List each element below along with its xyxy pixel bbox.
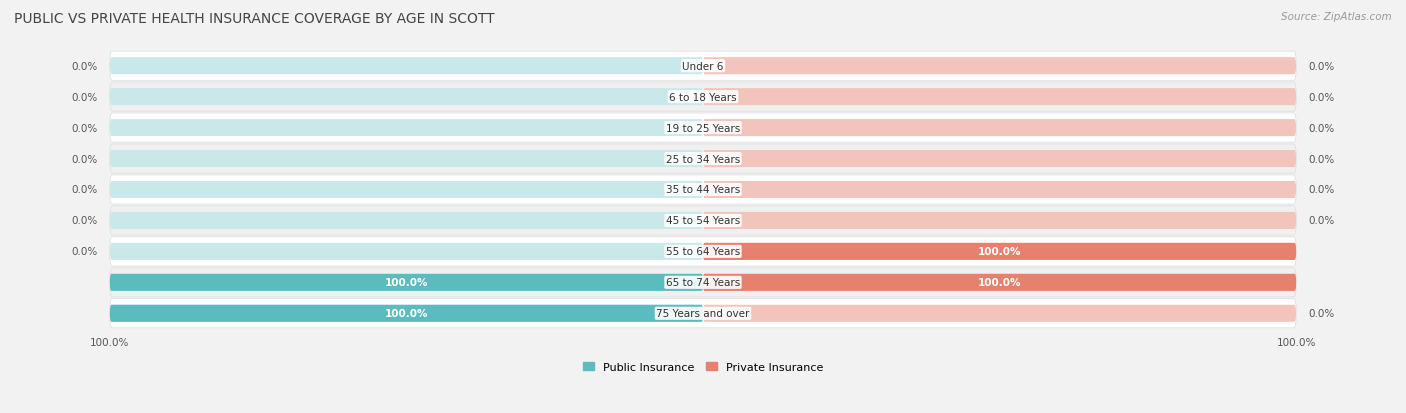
- FancyBboxPatch shape: [110, 89, 703, 106]
- FancyBboxPatch shape: [703, 274, 1296, 291]
- FancyBboxPatch shape: [110, 83, 1296, 112]
- Text: 0.0%: 0.0%: [1308, 93, 1334, 102]
- FancyBboxPatch shape: [703, 305, 1296, 322]
- FancyBboxPatch shape: [110, 114, 1296, 143]
- FancyBboxPatch shape: [703, 243, 1296, 260]
- Text: Under 6: Under 6: [682, 62, 724, 71]
- Text: 0.0%: 0.0%: [72, 123, 98, 133]
- FancyBboxPatch shape: [703, 274, 1296, 291]
- FancyBboxPatch shape: [110, 206, 1296, 235]
- Text: 100.0%: 100.0%: [977, 278, 1021, 287]
- FancyBboxPatch shape: [110, 212, 703, 229]
- Text: 0.0%: 0.0%: [72, 93, 98, 102]
- Text: 75 Years and over: 75 Years and over: [657, 309, 749, 318]
- Text: 0.0%: 0.0%: [1308, 309, 1334, 318]
- FancyBboxPatch shape: [703, 182, 1296, 199]
- FancyBboxPatch shape: [703, 89, 1296, 106]
- Text: 25 to 34 Years: 25 to 34 Years: [666, 154, 740, 164]
- Text: 55 to 64 Years: 55 to 64 Years: [666, 247, 740, 257]
- Text: 0.0%: 0.0%: [72, 247, 98, 257]
- FancyBboxPatch shape: [110, 182, 703, 199]
- Text: 0.0%: 0.0%: [1308, 216, 1334, 226]
- FancyBboxPatch shape: [110, 58, 703, 75]
- FancyBboxPatch shape: [110, 274, 703, 291]
- FancyBboxPatch shape: [703, 243, 1296, 260]
- Text: 0.0%: 0.0%: [72, 185, 98, 195]
- Text: 45 to 54 Years: 45 to 54 Years: [666, 216, 740, 226]
- FancyBboxPatch shape: [703, 120, 1296, 137]
- FancyBboxPatch shape: [110, 305, 703, 322]
- Text: 100.0%: 100.0%: [385, 278, 429, 287]
- FancyBboxPatch shape: [703, 58, 1296, 75]
- Text: 0.0%: 0.0%: [1308, 62, 1334, 71]
- FancyBboxPatch shape: [110, 52, 1296, 81]
- FancyBboxPatch shape: [110, 237, 1296, 266]
- Text: 0.0%: 0.0%: [1308, 154, 1334, 164]
- Text: PUBLIC VS PRIVATE HEALTH INSURANCE COVERAGE BY AGE IN SCOTT: PUBLIC VS PRIVATE HEALTH INSURANCE COVER…: [14, 12, 495, 26]
- Text: 0.0%: 0.0%: [72, 62, 98, 71]
- FancyBboxPatch shape: [110, 145, 1296, 173]
- Text: Source: ZipAtlas.com: Source: ZipAtlas.com: [1281, 12, 1392, 22]
- Text: 0.0%: 0.0%: [1308, 185, 1334, 195]
- FancyBboxPatch shape: [110, 305, 703, 322]
- Text: 0.0%: 0.0%: [72, 154, 98, 164]
- FancyBboxPatch shape: [110, 151, 703, 168]
- Text: 65 to 74 Years: 65 to 74 Years: [666, 278, 740, 287]
- FancyBboxPatch shape: [110, 176, 1296, 204]
- FancyBboxPatch shape: [703, 212, 1296, 229]
- Text: 0.0%: 0.0%: [72, 216, 98, 226]
- Legend: Public Insurance, Private Insurance: Public Insurance, Private Insurance: [583, 362, 823, 372]
- FancyBboxPatch shape: [703, 151, 1296, 168]
- FancyBboxPatch shape: [110, 243, 703, 260]
- FancyBboxPatch shape: [110, 299, 1296, 328]
- Text: 100.0%: 100.0%: [977, 247, 1021, 257]
- Text: 6 to 18 Years: 6 to 18 Years: [669, 93, 737, 102]
- Text: 0.0%: 0.0%: [1308, 123, 1334, 133]
- Text: 100.0%: 100.0%: [385, 309, 429, 318]
- FancyBboxPatch shape: [110, 274, 703, 291]
- FancyBboxPatch shape: [110, 120, 703, 137]
- Text: 35 to 44 Years: 35 to 44 Years: [666, 185, 740, 195]
- Text: 19 to 25 Years: 19 to 25 Years: [666, 123, 740, 133]
- FancyBboxPatch shape: [110, 268, 1296, 297]
